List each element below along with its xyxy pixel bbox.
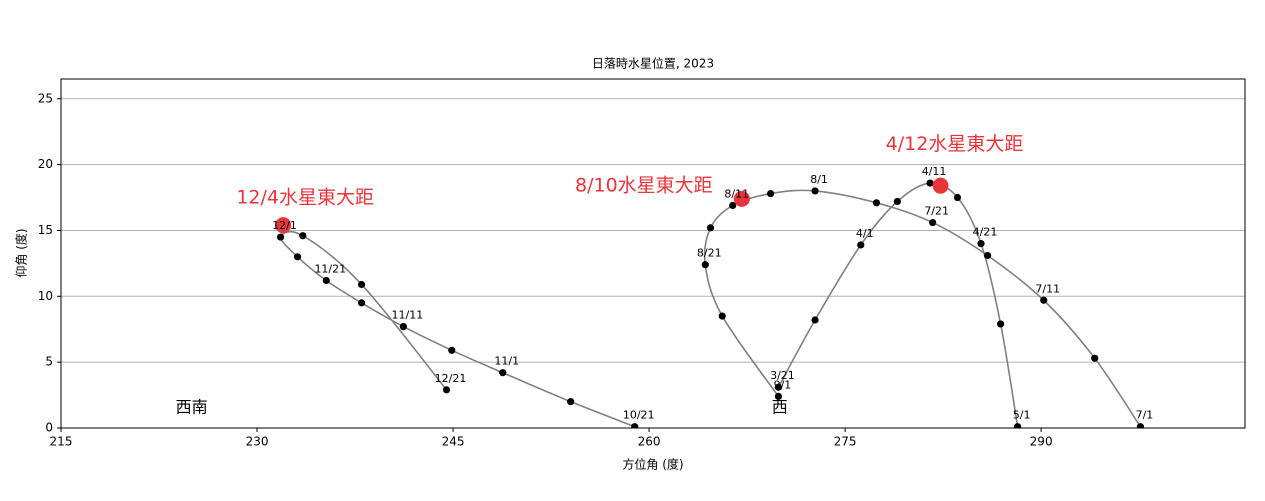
chart-title: 日落時水星位置, 2023 <box>592 56 714 71</box>
point <box>448 346 456 354</box>
x-tick-label: 230 <box>246 435 269 449</box>
point <box>1014 423 1022 428</box>
date-label: 8/1 <box>810 173 828 186</box>
date-label: 11/11 <box>392 309 424 322</box>
point <box>977 240 985 248</box>
direction-label: 西 <box>772 398 788 417</box>
point <box>442 386 451 394</box>
date-label: 4/1 <box>856 227 874 240</box>
x-axis-label: 方位角 (度) <box>622 457 683 472</box>
x-tick-label: 290 <box>1030 435 1053 449</box>
point <box>718 312 726 320</box>
x-tick-label: 260 <box>638 435 661 449</box>
date-label: 5/1 <box>1013 409 1031 422</box>
annotation: 12/4水星東大距 <box>236 187 374 209</box>
point <box>953 193 962 202</box>
date-label: 4/11 <box>922 165 947 178</box>
y-tick-label: 10 <box>38 289 53 303</box>
date-label: 4/21 <box>973 226 998 239</box>
date-label: 7/1 <box>1136 409 1154 422</box>
elongation-point <box>733 190 750 207</box>
y-tick-label: 15 <box>38 223 53 237</box>
annotation: 4/12水星東大距 <box>886 133 1024 155</box>
y-axis-label: 仰角 (度) <box>14 228 29 277</box>
grid <box>57 98 1245 432</box>
point <box>357 299 366 307</box>
date-label: 9/1 <box>774 378 792 391</box>
y-tick-label: 5 <box>45 355 53 369</box>
y-tick-label: 20 <box>38 157 53 171</box>
point <box>1136 423 1145 428</box>
point <box>811 316 819 324</box>
point <box>1091 354 1099 362</box>
point <box>701 261 709 269</box>
trajectory <box>703 189 1142 428</box>
point <box>1040 296 1048 304</box>
point <box>322 276 330 285</box>
trajectory <box>777 182 1019 427</box>
point <box>357 280 366 289</box>
point <box>767 189 775 198</box>
point <box>299 232 307 240</box>
point <box>872 199 881 207</box>
point <box>631 423 639 428</box>
point <box>567 398 575 406</box>
point <box>893 197 901 206</box>
date-label: 3/21 <box>770 369 795 382</box>
date-label: 12/1 <box>272 219 297 232</box>
point <box>983 251 992 260</box>
elongation-point <box>932 177 949 194</box>
trajectory <box>279 230 635 428</box>
x-tick-label: 215 <box>50 435 73 449</box>
point <box>774 383 783 391</box>
date-label: 7/11 <box>1035 282 1060 295</box>
annotation: 8/10水星東大距 <box>575 174 713 196</box>
date-label: 11/21 <box>314 262 346 275</box>
date-label: 12/21 <box>435 372 467 385</box>
point <box>929 218 937 227</box>
elongation-point <box>275 217 292 234</box>
point <box>997 320 1005 328</box>
date-label: 8/11 <box>724 187 749 200</box>
x-tick-label: 275 <box>834 435 857 449</box>
y-tick-label: 25 <box>38 91 53 105</box>
date-label: 7/21 <box>924 205 949 218</box>
date-label: 10/21 <box>623 409 655 422</box>
point <box>857 241 865 249</box>
point <box>706 224 715 232</box>
point <box>293 253 302 261</box>
point <box>926 179 934 187</box>
date-label: 8/21 <box>697 247 722 260</box>
x-tick-label: 245 <box>442 435 465 449</box>
point <box>774 392 783 400</box>
point <box>729 201 737 210</box>
date-label: 11/1 <box>494 355 519 368</box>
y-tick-label: 0 <box>45 421 53 435</box>
plot-frame <box>60 78 1246 429</box>
plot-area <box>275 177 1145 428</box>
point <box>399 322 407 331</box>
labels: 0 5 10 15 20 25 215 230 245 260 275 290 3/21 4/1 4/11 4… <box>38 91 1154 448</box>
point <box>499 369 507 377</box>
point <box>276 233 285 241</box>
direction-label: 西南 <box>176 398 208 417</box>
point <box>811 187 819 195</box>
